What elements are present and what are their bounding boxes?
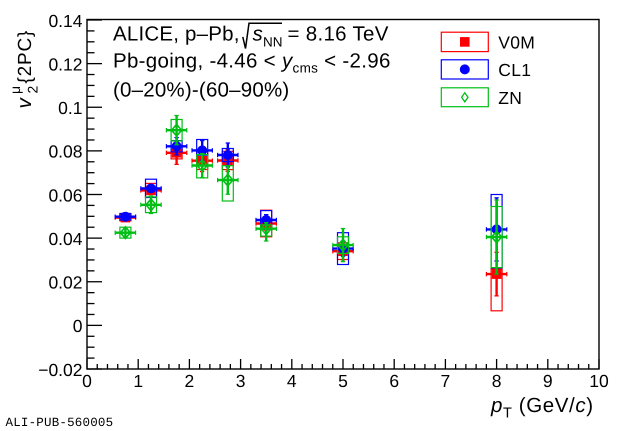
svg-text:−0.02: −0.02: [38, 360, 82, 380]
svg-text:0.08: 0.08: [48, 142, 82, 162]
svg-text:CL1: CL1: [498, 60, 531, 80]
svg-text:{2PC}: {2PC}: [15, 30, 36, 84]
svg-text:μ: μ: [7, 86, 23, 94]
svg-text:v: v: [13, 97, 36, 109]
svg-text:2: 2: [185, 371, 195, 391]
svg-text:0.12: 0.12: [48, 54, 82, 74]
svg-text:ZN: ZN: [498, 88, 522, 108]
svg-text:pT (GeV/c): pT (GeV/c): [490, 394, 594, 422]
svg-text:0.1: 0.1: [58, 98, 82, 118]
svg-text:10: 10: [589, 371, 609, 391]
svg-text:V0M: V0M: [498, 33, 535, 53]
svg-text:0.02: 0.02: [48, 273, 82, 293]
svg-text:= 8.16 TeV: = 8.16 TeV: [288, 23, 389, 46]
svg-text:4: 4: [287, 371, 297, 391]
svg-text:8: 8: [492, 371, 502, 391]
svg-text:ALI-PUB-560005: ALI-PUB-560005: [6, 416, 114, 430]
svg-text:0: 0: [82, 371, 92, 391]
svg-text:3: 3: [236, 371, 246, 391]
svg-text:0: 0: [73, 316, 83, 336]
svg-text:2: 2: [25, 86, 41, 94]
svg-text:NN: NN: [263, 35, 283, 50]
svg-text:1: 1: [133, 371, 143, 391]
svg-text:0.04: 0.04: [48, 229, 82, 249]
svg-text:7: 7: [441, 371, 451, 391]
svg-text:Pb-going, -4.46 < ycms < -2.96: Pb-going, -4.46 < ycms < -2.96: [113, 50, 391, 76]
svg-text:0.06: 0.06: [48, 185, 82, 205]
svg-text:(0–20%)-(60–90%): (0–20%)-(60–90%): [113, 79, 289, 102]
svg-text:5: 5: [338, 371, 348, 391]
svg-text:9: 9: [543, 371, 553, 391]
svg-text:6: 6: [389, 371, 399, 391]
svg-text:0.14: 0.14: [48, 11, 82, 31]
svg-text:ALICE, p–Pb,: ALICE, p–Pb,: [113, 23, 240, 46]
svg-text:s: s: [253, 23, 263, 46]
